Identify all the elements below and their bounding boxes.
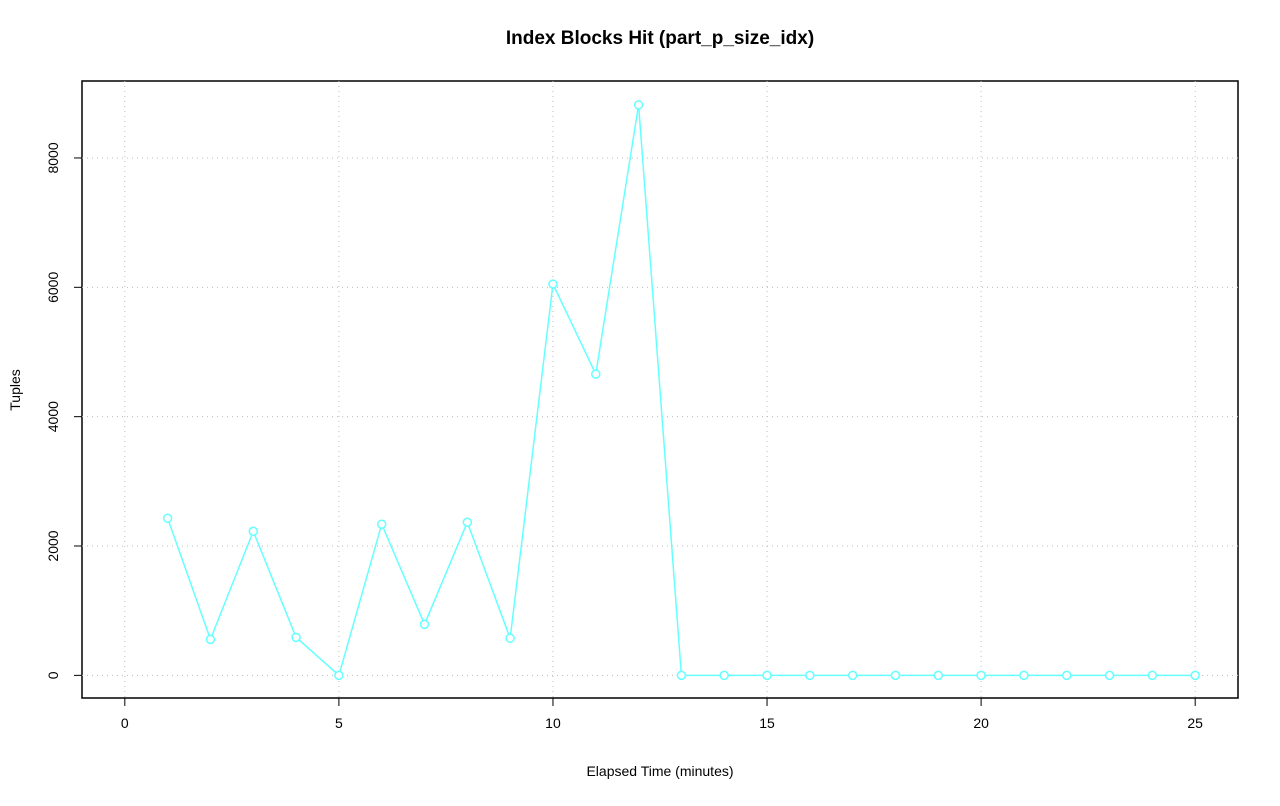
- data-point: [291, 632, 301, 643]
- x-tick-label: 20: [973, 715, 989, 731]
- y-tick-label: 8000: [45, 142, 61, 173]
- data-point: [976, 670, 986, 681]
- y-axis-title: Tuples: [7, 369, 23, 411]
- data-point: [890, 670, 901, 681]
- y-tick-label: 6000: [45, 272, 61, 303]
- x-tick-label: 10: [545, 715, 561, 731]
- data-point: [762, 670, 772, 681]
- data-point: [1019, 670, 1029, 681]
- data-point: [1147, 670, 1158, 681]
- data-point: [505, 633, 515, 644]
- data-point: [633, 100, 644, 110]
- data-point: [419, 619, 430, 630]
- data-point: [548, 279, 558, 289]
- x-tick-label: 15: [759, 715, 775, 731]
- plot-frame: [81, 80, 1239, 699]
- y-tick-label: 2000: [45, 530, 61, 561]
- data-point: [462, 517, 473, 527]
- data-point: [933, 670, 944, 681]
- series-line: [166, 104, 1196, 677]
- data-point: [162, 513, 173, 523]
- x-tick-label: 25: [1187, 715, 1203, 731]
- data-point: [205, 634, 216, 645]
- x-tick-label: 0: [121, 715, 129, 731]
- data-point: [847, 670, 858, 681]
- data-point: [676, 670, 687, 681]
- data-point: [591, 369, 601, 379]
- data-point: [1190, 670, 1200, 681]
- data-point: [805, 670, 815, 681]
- y-tick-label: 4000: [45, 401, 61, 432]
- data-point: [334, 670, 344, 681]
- data-point: [1104, 670, 1115, 681]
- y-tick-label: 0: [45, 671, 61, 679]
- data-point: [376, 519, 387, 529]
- data-point: [1061, 670, 1072, 681]
- x-tick-label: 5: [335, 715, 343, 731]
- data-point: [719, 670, 729, 681]
- chart-title: Index Blocks Hit (part_p_size_idx): [506, 28, 814, 49]
- x-axis-title: Elapsed Time (minutes): [586, 763, 733, 779]
- data-point: [248, 526, 259, 537]
